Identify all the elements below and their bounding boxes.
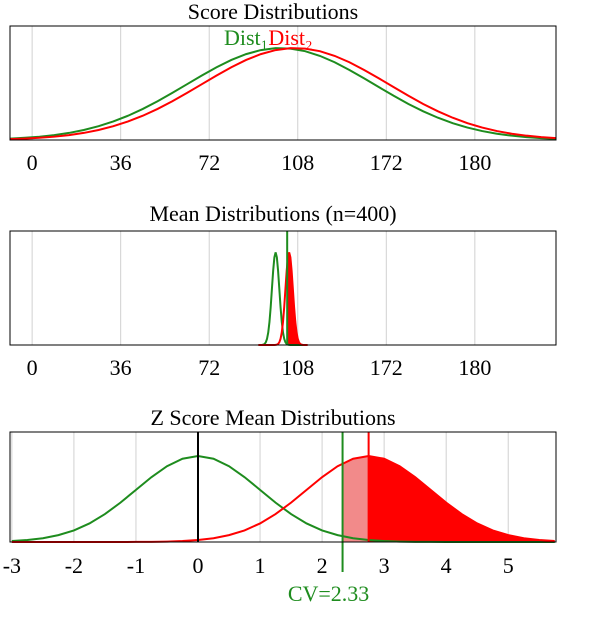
x-tick-label: 108 bbox=[281, 150, 314, 175]
chart-title: Score Distributions bbox=[188, 0, 359, 24]
chart-title: Mean Distributions (n=400) bbox=[149, 201, 396, 226]
x-tick-label: 4 bbox=[441, 553, 452, 578]
x-tick-label: -1 bbox=[127, 553, 145, 578]
x-tick-label: 108 bbox=[281, 355, 314, 380]
x-tick-label: 1 bbox=[255, 553, 266, 578]
x-tick-label: 36 bbox=[110, 150, 132, 175]
x-tick-label: 0 bbox=[27, 355, 38, 380]
x-tick-label: -2 bbox=[65, 553, 83, 578]
x-tick-label: 172 bbox=[370, 150, 403, 175]
x-tick-label: 5 bbox=[503, 553, 514, 578]
x-tick-label: 2 bbox=[317, 553, 328, 578]
x-tick-label: 0 bbox=[27, 150, 38, 175]
series-line bbox=[258, 252, 308, 346]
x-tick-label: 3 bbox=[379, 553, 390, 578]
area-fill bbox=[342, 456, 369, 542]
annotation: CV=2.33 bbox=[288, 581, 369, 606]
area-fill bbox=[368, 456, 555, 542]
x-tick-label: 72 bbox=[198, 150, 220, 175]
legend-label: Dist₂ bbox=[268, 25, 312, 50]
area-fill bbox=[287, 252, 308, 345]
legend-label: Dist₁ bbox=[224, 25, 268, 50]
plot-frame bbox=[9, 431, 557, 543]
x-tick-label: 180 bbox=[458, 150, 491, 175]
plot-frame bbox=[9, 25, 557, 141]
x-tick-label: 0 bbox=[192, 553, 203, 578]
series-line bbox=[9, 47, 557, 141]
chart-title: Z Score Mean Distributions bbox=[150, 405, 395, 430]
legend: Dist₁Dist₂ bbox=[224, 25, 313, 50]
x-tick-label: -3 bbox=[3, 553, 21, 578]
x-tick-label: 180 bbox=[458, 355, 491, 380]
x-tick-label: 172 bbox=[370, 355, 403, 380]
x-tick-label: 72 bbox=[198, 355, 220, 380]
plot-frame bbox=[9, 230, 557, 346]
x-tick-label: 36 bbox=[110, 355, 132, 380]
